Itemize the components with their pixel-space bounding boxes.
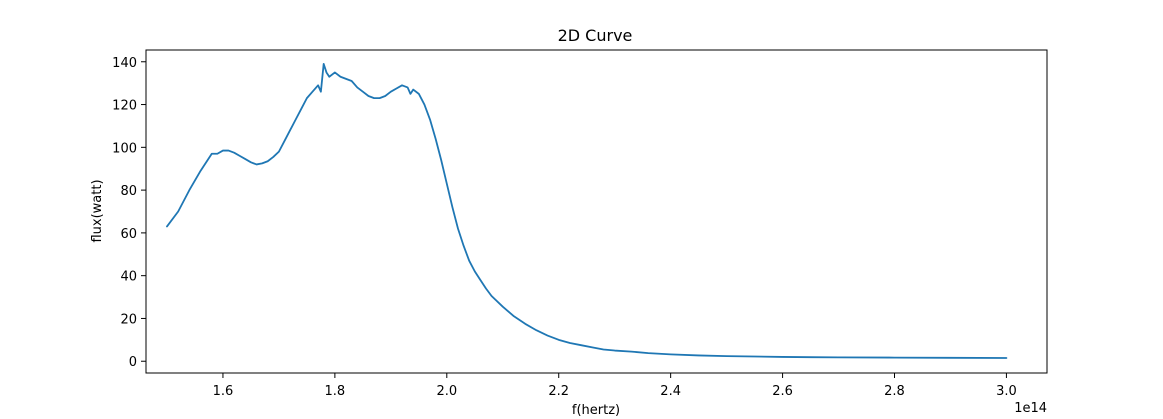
y-tick-label: 40 [120,270,137,285]
y-tick-label: 0 [129,355,137,370]
x-axis-offset-label: 1e14 [1014,401,1047,416]
x-tick-label: 2.8 [884,384,905,399]
y-axis-label: flux(watt) [90,179,105,242]
plot-area-frame [145,49,1048,374]
y-tick-label: 80 [120,184,137,199]
y-tick-label: 20 [120,312,137,327]
chart-title: 2D Curve [558,26,633,45]
x-tick-label: 1.8 [325,384,346,399]
x-tick-label: 2.6 [772,384,793,399]
x-axis-label: f(hertz) [572,403,620,418]
x-axis-ticks: 1.6 1.8 2.0 2.2 2.4 2.6 2.8 3.0 [213,373,1017,399]
y-tick-label: 60 [120,227,137,242]
series-line [166,63,1008,359]
y-tick-label: 140 [112,56,137,71]
y-axis-ticks: 0 20 40 60 80 100 120 140 [112,56,146,370]
x-tick-label: 2.0 [436,384,457,399]
x-tick-label: 3.0 [996,384,1017,399]
x-tick-label: 2.2 [548,384,569,399]
x-tick-label: 2.4 [660,384,681,399]
x-tick-label: 1.6 [213,384,234,399]
y-tick-label: 120 [112,99,137,114]
y-tick-label: 100 [112,141,137,156]
